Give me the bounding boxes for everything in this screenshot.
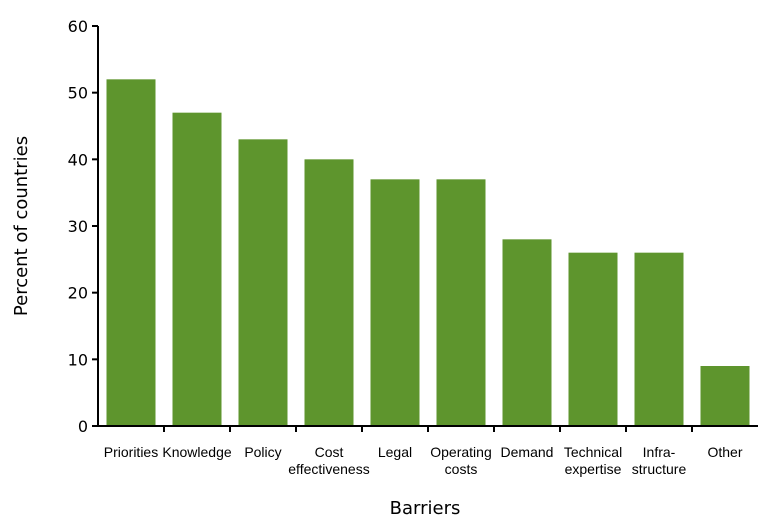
- x-category-label: Knowledge: [162, 444, 231, 460]
- category-labels-group: Priorities Knowledge Policy Cost effectivene…: [104, 444, 743, 477]
- bar: [502, 239, 552, 426]
- x-axis-title: Barriers: [390, 498, 461, 518]
- x-category-label: Policy: [244, 444, 281, 460]
- x-category-label-line: Demand: [501, 444, 554, 460]
- x-category-label-line: Technical: [564, 444, 622, 460]
- x-category-label-line: Operating: [430, 444, 491, 460]
- bar: [700, 366, 750, 426]
- y-axis-title: Percent of countries: [11, 136, 32, 316]
- bar: [634, 252, 684, 426]
- x-category-label-line: Knowledge: [162, 444, 231, 460]
- x-category-label-line: effectiveness: [288, 461, 369, 477]
- y-tick-label: 0: [78, 417, 88, 436]
- x-category-label-line: expertise: [565, 461, 622, 477]
- bar: [304, 159, 354, 427]
- x-category-label: Priorities: [104, 444, 158, 460]
- x-category-label: Cost effectiveness: [288, 444, 369, 477]
- x-category-label-line: Policy: [244, 444, 281, 460]
- x-category-label: Operating costs: [430, 444, 491, 477]
- bar: [106, 79, 156, 426]
- x-category-label: Infra-structure: [632, 444, 687, 477]
- x-category-label-line: Other: [707, 444, 742, 460]
- bar: [568, 252, 618, 426]
- bar: [172, 112, 222, 427]
- y-ticks-group: 0 10 20 30 40 50 60: [68, 17, 98, 436]
- y-tick-label: 10: [68, 350, 88, 369]
- x-category-label: Demand: [501, 444, 554, 460]
- x-category-label: Other: [707, 444, 742, 460]
- bar: [370, 179, 420, 426]
- x-category-label-line: Cost: [315, 444, 344, 460]
- bars-group: [106, 79, 750, 427]
- x-category-label-line: Legal: [378, 444, 412, 460]
- x-category-label: Technical expertise: [564, 444, 622, 477]
- x-category-label-line: structure: [632, 461, 687, 477]
- y-tick-label: 40: [68, 150, 88, 169]
- x-category-label-line: costs: [445, 461, 478, 477]
- x-category-label-line: Infra-: [643, 444, 676, 460]
- y-tick-label: 50: [68, 84, 88, 103]
- y-tick-label: 20: [68, 284, 88, 303]
- y-tick-label: 30: [68, 217, 88, 236]
- x-category-label-line: Priorities: [104, 444, 158, 460]
- bar: [238, 139, 288, 427]
- bar: [436, 179, 486, 426]
- y-tick-label: 60: [68, 17, 88, 36]
- x-category-label: Legal: [378, 444, 412, 460]
